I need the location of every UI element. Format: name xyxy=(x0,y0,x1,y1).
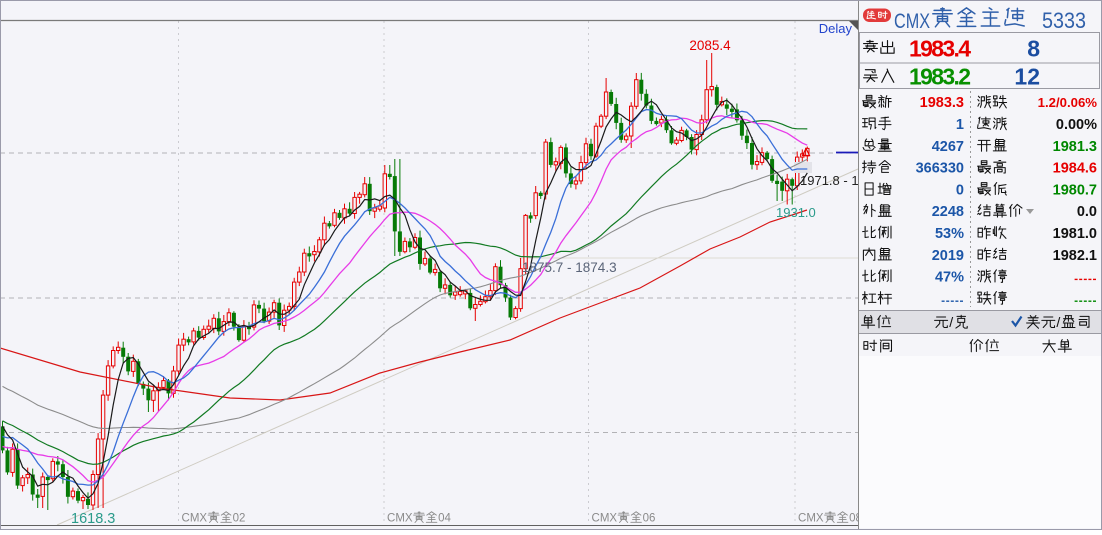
svg-text:1982.1: 1982.1 xyxy=(1053,248,1097,264)
svg-text:CMX: CMX xyxy=(592,513,618,525)
svg-text:Delay: Delay xyxy=(819,21,853,36)
svg-text:1980.7: 1980.7 xyxy=(1053,182,1097,198)
svg-text:1: 1 xyxy=(956,117,964,133)
svg-text:47%: 47% xyxy=(935,270,964,286)
svg-text:1875.7 - 1874.3: 1875.7 - 1874.3 xyxy=(522,260,617,275)
svg-text:/: / xyxy=(949,315,953,331)
svg-text:2248: 2248 xyxy=(932,204,964,220)
svg-text:CMX: CMX xyxy=(894,10,930,33)
svg-text:1983.4: 1983.4 xyxy=(909,36,971,62)
svg-text:0.00%: 0.00% xyxy=(1056,117,1097,133)
svg-text:1984.6: 1984.6 xyxy=(1053,161,1097,177)
svg-text:CMX: CMX xyxy=(182,513,208,525)
svg-text:1931.0: 1931.0 xyxy=(776,205,816,220)
svg-text:1983.2: 1983.2 xyxy=(909,64,971,90)
svg-text:1618.3: 1618.3 xyxy=(71,511,115,527)
svg-text:53%: 53% xyxy=(935,226,964,242)
svg-text:06: 06 xyxy=(643,513,656,525)
svg-text:1983.3: 1983.3 xyxy=(920,95,964,111)
svg-text:1981.3: 1981.3 xyxy=(1053,139,1097,155)
svg-text:0.0: 0.0 xyxy=(1077,204,1097,220)
svg-text:2085.4: 2085.4 xyxy=(689,38,731,53)
svg-text:2019: 2019 xyxy=(932,248,964,264)
svg-text:0: 0 xyxy=(956,182,964,198)
svg-text:4267: 4267 xyxy=(932,139,964,155)
svg-text:1971.8 - 19: 1971.8 - 19 xyxy=(800,173,866,188)
svg-text:CMX: CMX xyxy=(798,513,824,525)
svg-text:1981.0: 1981.0 xyxy=(1053,226,1097,242)
svg-text:8: 8 xyxy=(1027,36,1040,62)
svg-text:/: / xyxy=(1056,315,1060,331)
svg-text:04: 04 xyxy=(438,513,451,525)
svg-text:5333: 5333 xyxy=(1042,8,1086,33)
svg-text:366330: 366330 xyxy=(916,161,964,177)
svg-text:1.2/0.06%: 1.2/0.06% xyxy=(1038,95,1098,110)
svg-text:02: 02 xyxy=(233,513,246,525)
svg-text:CMX: CMX xyxy=(387,513,413,525)
svg-text:12: 12 xyxy=(1014,64,1040,90)
